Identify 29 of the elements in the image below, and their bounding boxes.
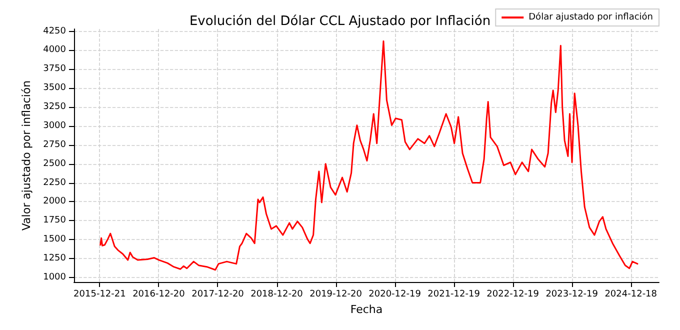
- y-tick-label: 1500: [43, 234, 66, 245]
- x-tick-label: 2015-12-21: [74, 290, 126, 300]
- y-tick-label: 1750: [43, 216, 66, 226]
- x-axis-title: Fecha: [350, 303, 383, 316]
- x-tick-label: 2024-12-18: [604, 290, 658, 300]
- y-tick-label: 2750: [43, 140, 66, 150]
- y-tick-label: 3250: [43, 102, 66, 112]
- x-tick-label: 2019-12-20: [310, 290, 362, 300]
- y-tick-label: 1250: [43, 254, 66, 264]
- line-series: [100, 40, 638, 271]
- x-tick-label: 2020-12-19: [368, 290, 422, 300]
- y-tick-label: 3000: [43, 120, 66, 131]
- y-tick-label: 1000: [43, 272, 66, 282]
- y-axis-title: Valor ajustado por inflación: [20, 80, 34, 231]
- y-tick-label: 3750: [43, 64, 66, 74]
- y-tick-label: 4250: [43, 26, 66, 36]
- x-tick-label: 2018-12-20: [250, 290, 304, 300]
- x-tick-label: 2016-12-20: [132, 290, 186, 300]
- y-tick-label: 3500: [43, 83, 66, 94]
- y-tick-label: 2250: [43, 178, 66, 188]
- x-tick-label: 2023-12-19: [546, 290, 598, 300]
- y-tick-label: 4000: [43, 45, 66, 56]
- x-tick-label: 2022-12-19: [486, 290, 540, 300]
- legend-label: Dólar ajustado por inflación: [528, 12, 653, 22]
- y-tick-label: 2500: [43, 158, 66, 169]
- x-tick-label: 2017-12-20: [192, 290, 244, 300]
- x-tick-label: 2021-12-19: [428, 290, 480, 300]
- y-tick-label: 2000: [43, 196, 66, 207]
- chart-title: Evolución del Dólar CCL Ajustado por Inflación: [189, 14, 491, 29]
